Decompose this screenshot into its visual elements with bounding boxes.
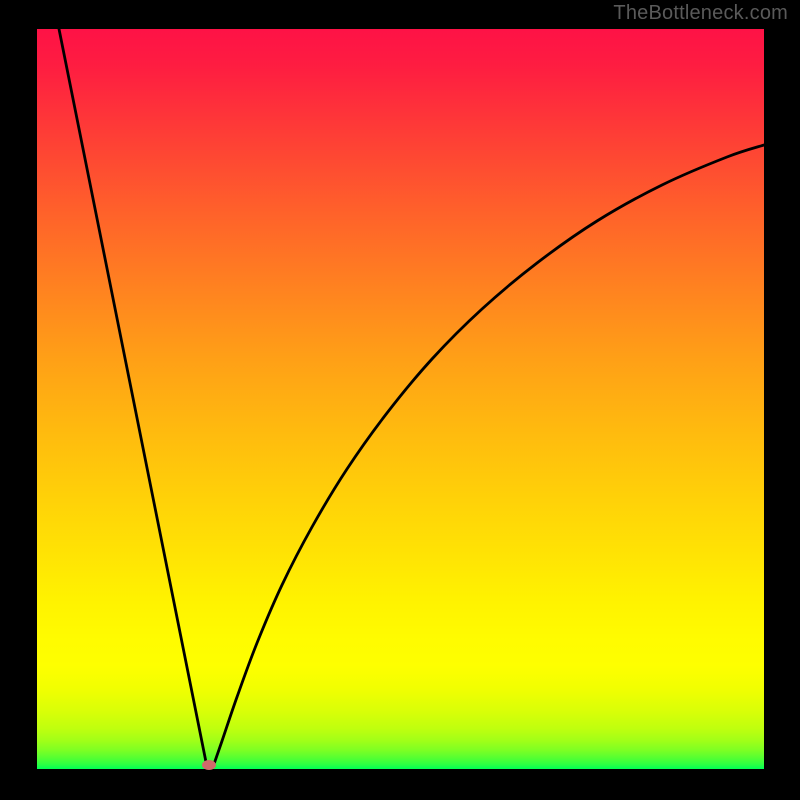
- gradient-background: [37, 29, 764, 769]
- plot-area: [37, 29, 764, 769]
- chart-frame: TheBottleneck.com: [0, 0, 800, 800]
- vertex-marker: [202, 760, 216, 770]
- attribution-label: TheBottleneck.com: [613, 2, 788, 25]
